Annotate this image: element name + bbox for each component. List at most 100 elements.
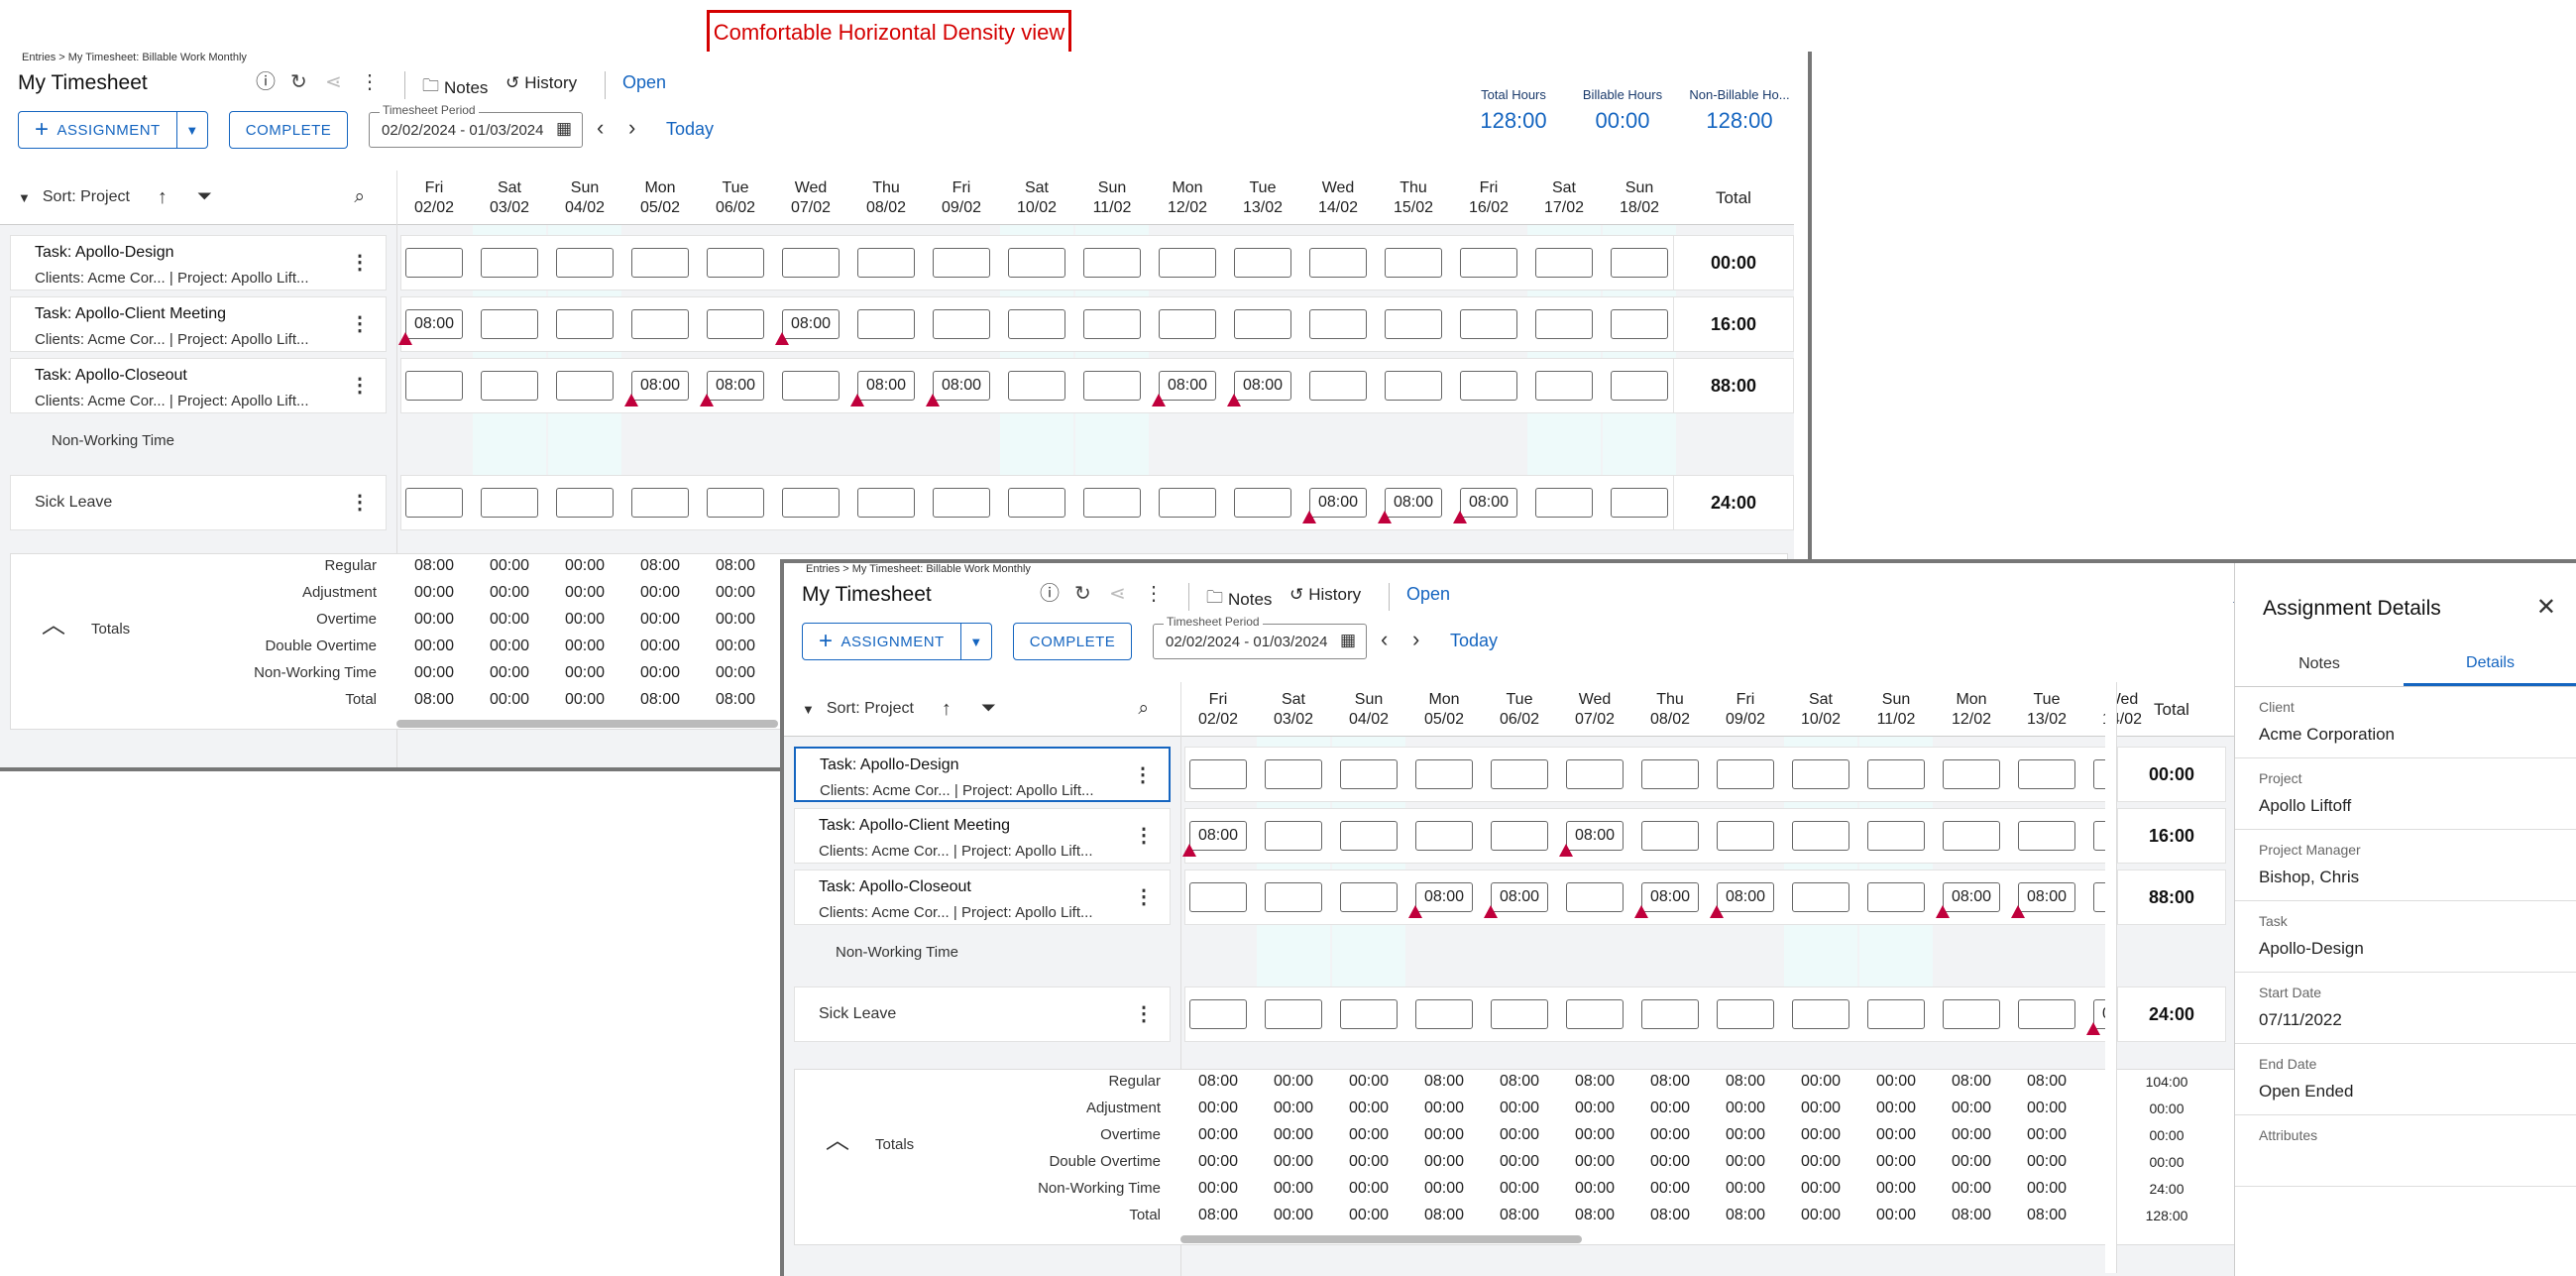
task-row[interactable]: Task: Apollo-Client Meeting Clients: Acme… xyxy=(10,296,387,352)
warning-icon[interactable] xyxy=(1227,394,1241,406)
row-more-icon[interactable]: ⋮ xyxy=(350,313,370,335)
time-entry-cell[interactable] xyxy=(1867,882,1925,912)
time-entry-cell[interactable] xyxy=(1309,309,1367,339)
time-entry-cell[interactable] xyxy=(1460,248,1517,278)
search-icon[interactable]: ⌕ xyxy=(1138,698,1149,719)
time-entry-cell[interactable] xyxy=(1641,759,1699,789)
notes-button[interactable]: 🗀 Notes xyxy=(422,73,488,102)
time-entry-cell[interactable] xyxy=(1535,371,1593,401)
time-entry-cell[interactable] xyxy=(481,488,538,518)
time-entry-cell[interactable] xyxy=(481,371,538,401)
time-entry-cell[interactable] xyxy=(1083,371,1141,401)
time-entry-cell[interactable]: 08:00 xyxy=(2018,882,2075,912)
warning-icon[interactable] xyxy=(1378,511,1392,523)
time-entry-cell[interactable] xyxy=(1340,821,1398,851)
filter-icon[interactable]: ⏷ xyxy=(980,698,997,719)
timesheet-period-field[interactable]: Timesheet Period 02/02/2024 - 01/03/2024 ▦ xyxy=(1153,615,1367,659)
time-entry-cell[interactable] xyxy=(1265,759,1322,789)
history-button[interactable]: ↺ History xyxy=(505,73,577,93)
time-entry-cell[interactable]: 08:00 xyxy=(405,309,463,339)
tab-details[interactable]: Details xyxy=(2404,642,2576,686)
time-entry-cell[interactable] xyxy=(1717,999,1774,1029)
warning-icon[interactable] xyxy=(2011,905,2025,918)
collapse-totals-icon[interactable]: ︿ xyxy=(42,612,65,638)
refresh-icon[interactable]: ↻ xyxy=(1074,583,1091,605)
time-entry-cell[interactable] xyxy=(1234,488,1291,518)
time-entry-cell[interactable]: 08:00 xyxy=(1415,882,1473,912)
assignment-button[interactable]: + ASSIGNMENT ▼ xyxy=(18,111,208,149)
warning-icon[interactable] xyxy=(775,332,789,345)
row-more-icon[interactable]: ⋮ xyxy=(350,375,370,397)
horizontal-scrollbar[interactable] xyxy=(1180,1235,1582,1243)
row-more-icon[interactable]: ⋮ xyxy=(1133,764,1153,786)
time-entry-cell[interactable] xyxy=(1566,759,1624,789)
close-icon[interactable]: ✕ xyxy=(2535,594,2556,621)
prev-period-button[interactable]: ‹ xyxy=(1381,627,1389,651)
time-entry-cell[interactable] xyxy=(782,488,840,518)
time-entry-cell[interactable] xyxy=(1867,821,1925,851)
time-entry-cell[interactable] xyxy=(1415,999,1473,1029)
complete-button[interactable]: COMPLETE xyxy=(1013,623,1132,660)
time-entry-cell[interactable] xyxy=(1535,309,1593,339)
today-button[interactable]: Today xyxy=(666,119,715,139)
time-entry-cell[interactable] xyxy=(1415,821,1473,851)
warning-icon[interactable] xyxy=(1484,905,1498,918)
warning-icon[interactable] xyxy=(1408,905,1422,918)
row-more-icon[interactable]: ⋮ xyxy=(1134,1003,1154,1025)
time-entry-cell[interactable] xyxy=(1611,248,1668,278)
today-button[interactable]: Today xyxy=(1450,631,1499,650)
time-entry-cell[interactable] xyxy=(1717,821,1774,851)
time-entry-cell[interactable]: 08:00 xyxy=(1385,488,1442,518)
share-icon[interactable]: ⋖ xyxy=(325,71,342,93)
time-entry-cell[interactable] xyxy=(1943,821,2000,851)
time-entry-cell[interactable]: 08:00 xyxy=(1159,371,1216,401)
time-entry-cell[interactable] xyxy=(1008,371,1065,401)
time-entry-cell[interactable] xyxy=(1460,371,1517,401)
more-icon[interactable]: ⋮ xyxy=(360,71,380,93)
share-icon[interactable]: ⋖ xyxy=(1109,583,1126,605)
time-entry-cell[interactable] xyxy=(556,371,614,401)
time-entry-cell[interactable] xyxy=(1535,488,1593,518)
tab-notes[interactable]: Notes xyxy=(2298,655,2340,672)
warning-icon[interactable] xyxy=(1152,394,1166,406)
time-entry-cell[interactable] xyxy=(1083,488,1141,518)
time-entry-cell[interactable] xyxy=(1265,882,1322,912)
time-entry-cell[interactable] xyxy=(1234,248,1291,278)
refresh-icon[interactable]: ↻ xyxy=(290,71,307,93)
time-entry-cell[interactable] xyxy=(631,309,689,339)
time-entry-cell[interactable]: 08:00 xyxy=(1943,882,2000,912)
time-entry-cell[interactable] xyxy=(707,309,764,339)
time-entry-cell[interactable] xyxy=(1340,882,1398,912)
notes-button[interactable]: 🗀 Notes xyxy=(1206,585,1272,614)
time-entry-cell[interactable] xyxy=(556,248,614,278)
next-period-button[interactable]: › xyxy=(628,115,636,140)
sort-label[interactable]: Sort: Project xyxy=(42,188,130,205)
time-entry-cell[interactable] xyxy=(1566,882,1624,912)
time-entry-cell[interactable] xyxy=(1566,999,1624,1029)
time-entry-cell[interactable] xyxy=(556,488,614,518)
warning-icon[interactable] xyxy=(1302,511,1316,523)
sort-ascending-icon[interactable]: ↑ xyxy=(941,697,952,720)
time-entry-cell[interactable] xyxy=(1159,248,1216,278)
warning-icon[interactable] xyxy=(1453,511,1467,523)
time-entry-cell[interactable] xyxy=(707,248,764,278)
time-entry-cell[interactable] xyxy=(2018,999,2075,1029)
time-entry-cell[interactable] xyxy=(1792,882,1849,912)
time-entry-cell[interactable] xyxy=(1717,759,1774,789)
assignment-main[interactable]: + ASSIGNMENT xyxy=(803,624,960,659)
sort-label[interactable]: Sort: Project xyxy=(826,700,914,717)
time-entry-cell[interactable] xyxy=(1008,309,1065,339)
history-button[interactable]: ↺ History xyxy=(1289,585,1361,605)
time-entry-cell[interactable] xyxy=(1008,248,1065,278)
time-entry-cell[interactable] xyxy=(1641,999,1699,1029)
time-entry-cell[interactable] xyxy=(707,488,764,518)
sort-ascending-icon[interactable]: ↑ xyxy=(157,185,168,208)
chevron-down-icon[interactable]: ▼ xyxy=(175,112,207,148)
time-entry-cell[interactable] xyxy=(933,248,990,278)
time-entry-cell[interactable]: 08:00 xyxy=(1717,882,1774,912)
time-entry-cell[interactable] xyxy=(631,248,689,278)
warning-icon[interactable] xyxy=(1634,905,1648,918)
timesheet-period-field[interactable]: Timesheet Period 02/02/2024 - 01/03/2024 ▦ xyxy=(369,103,583,148)
time-entry-cell[interactable] xyxy=(1415,759,1473,789)
sick-leave-row[interactable]: Sick Leave ⋮ xyxy=(794,986,1171,1042)
